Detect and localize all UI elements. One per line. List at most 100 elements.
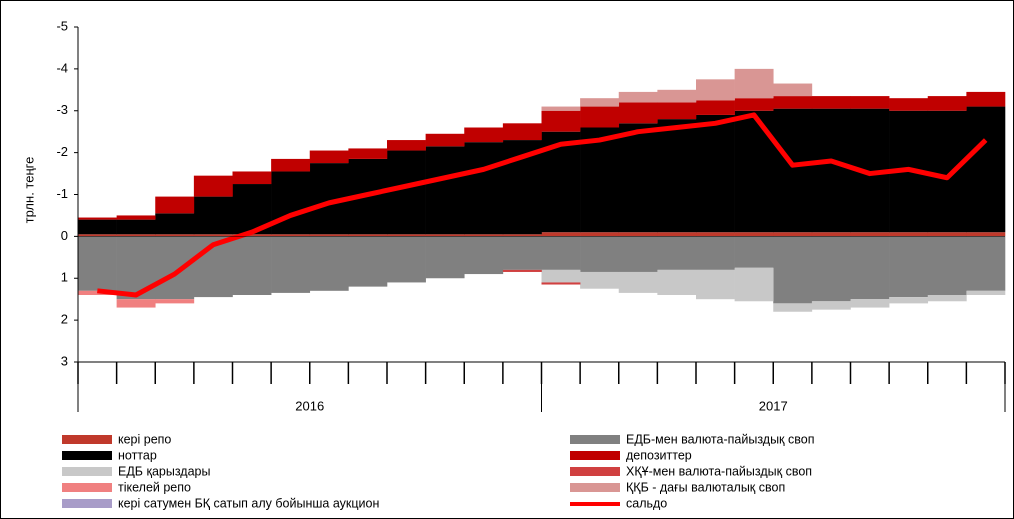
bar-segment <box>696 79 735 101</box>
bar-segment <box>193 175 233 197</box>
y-tick-label: -3 <box>56 102 68 117</box>
bar-segment <box>580 236 620 272</box>
y-tick-label: -1 <box>56 186 68 201</box>
bar-segment <box>116 215 156 220</box>
legend-swatch <box>62 435 112 444</box>
legend-label: депозиттер <box>626 448 692 462</box>
bar-segment <box>541 106 581 111</box>
bar-segment <box>78 236 117 291</box>
bar-segment <box>657 232 697 237</box>
legend-label: ЕДБ қарыздары <box>118 464 210 478</box>
bar-segment <box>348 148 388 159</box>
bar-segment <box>464 142 504 235</box>
bar-segment <box>541 232 581 237</box>
bar-segment <box>271 158 311 172</box>
bar-segment <box>387 234 426 237</box>
bar-segment <box>116 299 156 308</box>
bar-segment <box>271 236 311 293</box>
bar-segment <box>580 98 620 107</box>
bar-segment <box>696 114 735 233</box>
bar-segment <box>927 232 967 237</box>
y-tick-label: -4 <box>56 60 68 75</box>
bar-segment <box>309 236 349 291</box>
y-tick-label: -5 <box>56 18 68 33</box>
legend-label: ҚҚБ - дағы валюталық своп <box>626 480 785 494</box>
bar-segment <box>696 236 735 270</box>
bar-segment <box>541 282 581 285</box>
bar-segment <box>811 108 851 233</box>
legend-label: кері сатумен БҚ сатып алу бойынша аукцио… <box>118 496 379 510</box>
bar-segment <box>232 234 272 237</box>
bar-segment <box>155 196 195 214</box>
bar-segment <box>502 234 542 237</box>
bar-segment <box>811 301 851 310</box>
bar-segment <box>734 98 774 111</box>
legend-label: сальдо <box>626 496 667 510</box>
bar-segment <box>387 236 426 283</box>
bar-segment <box>618 123 658 233</box>
bar-segment <box>232 171 272 185</box>
bar-segment <box>155 299 195 304</box>
legend-label: ХҚҰ-мен валюта-пайыздық своп <box>626 464 812 478</box>
bar-segment <box>116 219 156 235</box>
bar-segment <box>927 295 967 302</box>
bar-segment <box>541 110 581 132</box>
bar-segment <box>773 236 813 304</box>
bar-segment <box>348 236 388 287</box>
bar-segment <box>387 140 426 151</box>
bar-segment <box>541 269 581 283</box>
bar-segment <box>696 269 735 300</box>
y-tick-label: 1 <box>61 270 68 285</box>
bar-segment <box>580 271 620 289</box>
bar-segment <box>618 102 658 124</box>
bar-segment <box>580 127 620 233</box>
bar-segment <box>155 213 195 235</box>
bar-segment <box>464 234 504 237</box>
y-tick-label: -2 <box>56 144 68 159</box>
bar-segment <box>78 219 117 235</box>
bar-segment <box>580 232 620 237</box>
bar-segment <box>966 91 1006 107</box>
legend-label: кері репо <box>118 432 171 446</box>
legend-swatch <box>62 483 112 492</box>
bar-segment <box>889 232 929 237</box>
legend-label: ЕДБ-мен валюта-пайыздық своп <box>626 432 814 446</box>
legend-swatch <box>570 435 620 444</box>
bar-segment <box>927 96 967 111</box>
bar-segment <box>734 68 774 99</box>
bar-segment <box>502 269 542 272</box>
bar-segment <box>734 232 774 237</box>
bar-segment <box>734 267 774 302</box>
bar-segment <box>348 234 388 237</box>
bar-segment <box>271 171 311 235</box>
bar-segment <box>966 236 1006 291</box>
legend-swatch <box>62 451 112 460</box>
bar-segment <box>889 236 929 298</box>
bar-segment <box>425 146 465 235</box>
bar-segment <box>425 133 465 147</box>
bar-segment <box>618 236 658 272</box>
bar-segment <box>78 234 117 237</box>
bar-segment <box>193 196 233 235</box>
group-label: 2017 <box>759 398 788 413</box>
bar-segment <box>773 232 813 237</box>
y-tick-label: 2 <box>61 312 68 327</box>
saldo-line <box>97 112 988 298</box>
bar-segment <box>696 100 735 115</box>
legend-swatch <box>62 499 112 508</box>
bar-segment <box>309 150 349 164</box>
bar-segment <box>309 234 349 237</box>
bar-segment <box>155 236 195 300</box>
bar-segment <box>811 236 851 302</box>
bar-segment <box>773 96 813 109</box>
bar-segment <box>657 119 697 233</box>
bar-segment <box>850 96 890 109</box>
bar-segment <box>425 234 465 237</box>
bar-segment <box>966 106 1006 233</box>
legend-swatch <box>62 467 112 476</box>
legend-label: тікелей репо <box>118 480 191 494</box>
legend-swatch <box>570 483 620 492</box>
bar-segment <box>811 96 851 109</box>
bar-segment <box>773 303 813 312</box>
bar-segment <box>966 232 1006 237</box>
